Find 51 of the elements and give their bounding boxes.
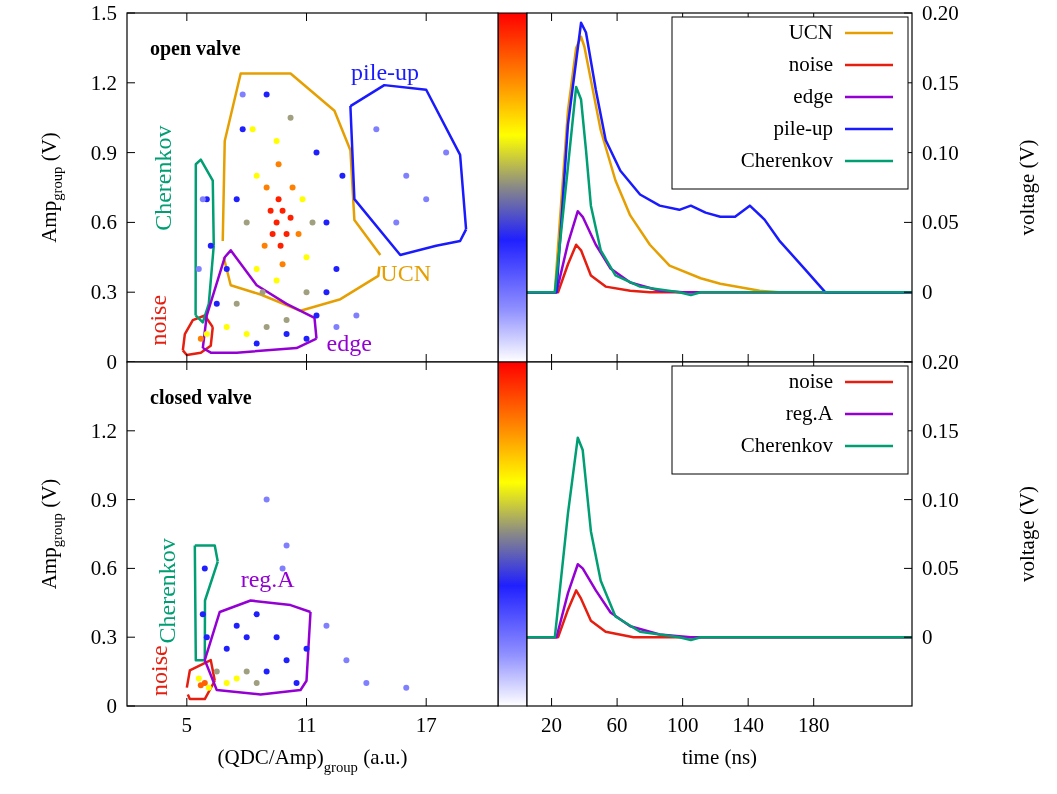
y-tick-label: 0.05	[922, 210, 959, 235]
legend-label: noise	[788, 369, 833, 393]
y-tick-label: 0.20	[922, 1, 959, 25]
y-tick-label: 0.9	[90, 140, 117, 165]
y-tick-label: 0.10	[922, 140, 959, 165]
text: Cherenkov	[153, 538, 180, 644]
y-axis-title: voltage (V)	[1015, 485, 1039, 583]
y-tick-label: 0.15	[922, 418, 959, 443]
y-tick-label: 1.2	[90, 418, 117, 443]
legend-label: Cherenkov	[740, 433, 834, 457]
legend-label: UCN	[788, 20, 833, 44]
legend-label: pile-up	[773, 116, 833, 140]
x-axis-title: time (ns)	[681, 745, 758, 769]
y-tick-label: 0.20	[922, 350, 959, 374]
text: Cherenkov	[149, 125, 176, 231]
x-tick-label: 100	[666, 713, 699, 737]
y-tick-label: 0.3	[90, 625, 117, 650]
x-tick-label: 180	[797, 713, 830, 737]
legend-label: edge	[793, 84, 833, 108]
x-tick-label: 17	[415, 713, 437, 737]
y-tick-label: 0.3	[90, 280, 117, 305]
y-tick-label: 0.9	[90, 487, 117, 512]
y-tick-label: 0.05	[922, 556, 959, 581]
legend-label: noise	[788, 52, 833, 76]
y-tick-label: 0.6	[90, 210, 117, 235]
legend-label: Cherenkov	[740, 148, 834, 172]
y-tick-label: 0.15	[922, 70, 959, 95]
x-axis-title: (QDC/Amp)$_{group}$ (a.u.)	[217, 745, 408, 775]
series-label: reg.A	[240, 565, 296, 592]
y-tick-label: 0	[106, 694, 117, 718]
y-tick-label: 1.2	[90, 70, 117, 95]
x-tick-label: 60	[606, 713, 628, 737]
text: noise	[144, 294, 171, 346]
x-tick-label: 20	[541, 713, 563, 737]
y-tick-label: 0	[106, 350, 117, 374]
x-tick-label: 140	[732, 713, 764, 737]
text: open valve	[150, 37, 241, 60]
text: noise	[145, 645, 172, 696]
series-label: UCN	[380, 259, 431, 286]
y-tick-label: 0.6	[90, 556, 117, 581]
y-axis-title: voltage (V)	[1015, 139, 1039, 236]
legend-label: reg.A	[785, 401, 834, 425]
x-tick-label: 11	[296, 713, 317, 737]
y-tick-label: 0	[922, 280, 933, 305]
text: closed valve	[150, 386, 252, 408]
y-tick-label: 1.5	[90, 1, 117, 25]
y-tick-label: 0	[922, 625, 933, 650]
x-tick-label: 5	[181, 713, 193, 737]
series-label: edge	[326, 329, 372, 356]
series-label: pile-up	[351, 59, 420, 86]
y-tick-label: 0.10	[922, 487, 959, 512]
